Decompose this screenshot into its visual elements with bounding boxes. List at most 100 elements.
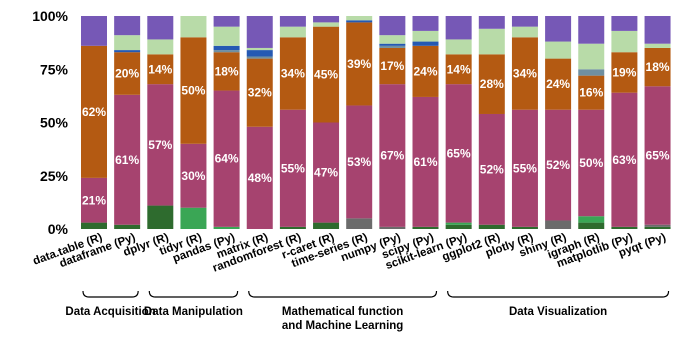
bar-segment xyxy=(379,84,406,227)
bar-segment xyxy=(545,220,572,229)
bar-segment xyxy=(147,84,174,206)
bar-segment xyxy=(445,224,472,229)
bar-segment xyxy=(578,16,605,44)
data-label: 24% xyxy=(546,77,570,91)
bar-segment xyxy=(445,222,472,225)
data-label: 47% xyxy=(314,166,338,180)
group-bracket xyxy=(82,290,139,298)
bar-segment xyxy=(644,16,671,44)
bar-segment xyxy=(478,113,505,225)
data-label: 52% xyxy=(546,158,570,172)
bar-segment xyxy=(180,143,207,208)
data-label: 55% xyxy=(281,161,305,175)
bar-segment xyxy=(511,109,538,227)
group-label: Mathematical function xyxy=(282,306,403,318)
data-label: 45% xyxy=(314,68,338,82)
bar-segment xyxy=(213,90,240,227)
bar-segment xyxy=(213,52,240,91)
data-label: 65% xyxy=(646,149,670,163)
bar-segment xyxy=(611,52,638,93)
data-label: 18% xyxy=(215,64,239,78)
data-label: 32% xyxy=(248,86,272,100)
bar-segment xyxy=(114,16,141,36)
bar-segment xyxy=(114,50,141,53)
bar-segment xyxy=(644,86,671,225)
bar-segment xyxy=(379,45,406,48)
bar-segment xyxy=(644,224,671,227)
bar-segment xyxy=(279,109,306,227)
bar-segment xyxy=(379,43,406,46)
data-label: 50% xyxy=(181,84,205,98)
bar-segment xyxy=(445,54,472,85)
bar-segment xyxy=(279,226,306,229)
data-label: 21% xyxy=(82,193,106,207)
bar-segment xyxy=(644,43,671,48)
y-tick-label: 50% xyxy=(40,115,69,131)
bar-segment xyxy=(578,43,605,70)
data-label: 30% xyxy=(181,169,205,183)
data-label: 34% xyxy=(513,67,537,81)
bar-segment xyxy=(180,37,207,144)
bar-segment xyxy=(445,84,472,223)
data-label: 18% xyxy=(646,60,670,74)
data-label: 57% xyxy=(148,138,172,152)
bar-segment xyxy=(81,222,107,229)
bar-segment xyxy=(445,39,472,55)
bar-segment xyxy=(346,218,373,229)
bar-segment xyxy=(412,45,439,97)
y-tick-label: 100% xyxy=(32,8,68,24)
bar-segment xyxy=(213,226,240,229)
bar-segment xyxy=(114,94,141,225)
data-label: 16% xyxy=(579,86,603,100)
bar-segment xyxy=(114,52,141,95)
bar-segment xyxy=(412,30,439,42)
data-label: 50% xyxy=(579,156,603,170)
data-label: 17% xyxy=(380,59,404,73)
bar-segment xyxy=(313,22,340,27)
bar-segment xyxy=(511,37,538,110)
bar-segment xyxy=(279,37,306,110)
bar-segment xyxy=(246,126,273,229)
bar-segment xyxy=(147,54,174,85)
bar-segment xyxy=(644,226,671,229)
data-label: 64% xyxy=(215,152,239,166)
data-label: 52% xyxy=(480,162,504,176)
bar-segment xyxy=(313,16,340,23)
bar-segment xyxy=(81,177,107,223)
bar-segment xyxy=(412,41,439,46)
bar-segment xyxy=(213,16,240,27)
bar-segment xyxy=(379,16,406,36)
y-tick-label: 75% xyxy=(40,61,69,77)
group-bracket xyxy=(248,290,438,298)
bar-segment xyxy=(346,22,373,106)
data-label: 19% xyxy=(612,65,636,79)
data-label: 28% xyxy=(480,77,504,91)
bar-segment xyxy=(578,109,605,217)
bar-segment xyxy=(147,16,174,40)
data-label: 61% xyxy=(413,155,437,169)
bar-segment xyxy=(213,26,240,46)
bar-segment xyxy=(545,58,572,110)
bar-segment xyxy=(511,226,538,229)
bar-segment xyxy=(313,26,340,123)
bar-segment xyxy=(279,16,306,27)
bar-segment xyxy=(81,45,107,178)
bar-segment xyxy=(346,20,373,23)
bar-segment xyxy=(213,50,240,53)
data-label: 55% xyxy=(513,161,537,175)
bar-segment xyxy=(213,45,240,51)
data-label: 14% xyxy=(148,62,172,76)
data-label: 65% xyxy=(447,146,471,160)
data-label: 20% xyxy=(115,67,139,81)
bar-segment xyxy=(578,75,605,110)
data-label: 34% xyxy=(281,67,305,81)
bar-segment xyxy=(545,41,572,59)
bar-segment xyxy=(511,16,538,27)
bar-segment xyxy=(379,35,406,44)
y-tick-label: 25% xyxy=(40,168,69,184)
bar-segment xyxy=(478,224,505,229)
bar-segment xyxy=(313,222,340,229)
bar-segment xyxy=(346,105,373,219)
bar-segment xyxy=(279,26,306,38)
